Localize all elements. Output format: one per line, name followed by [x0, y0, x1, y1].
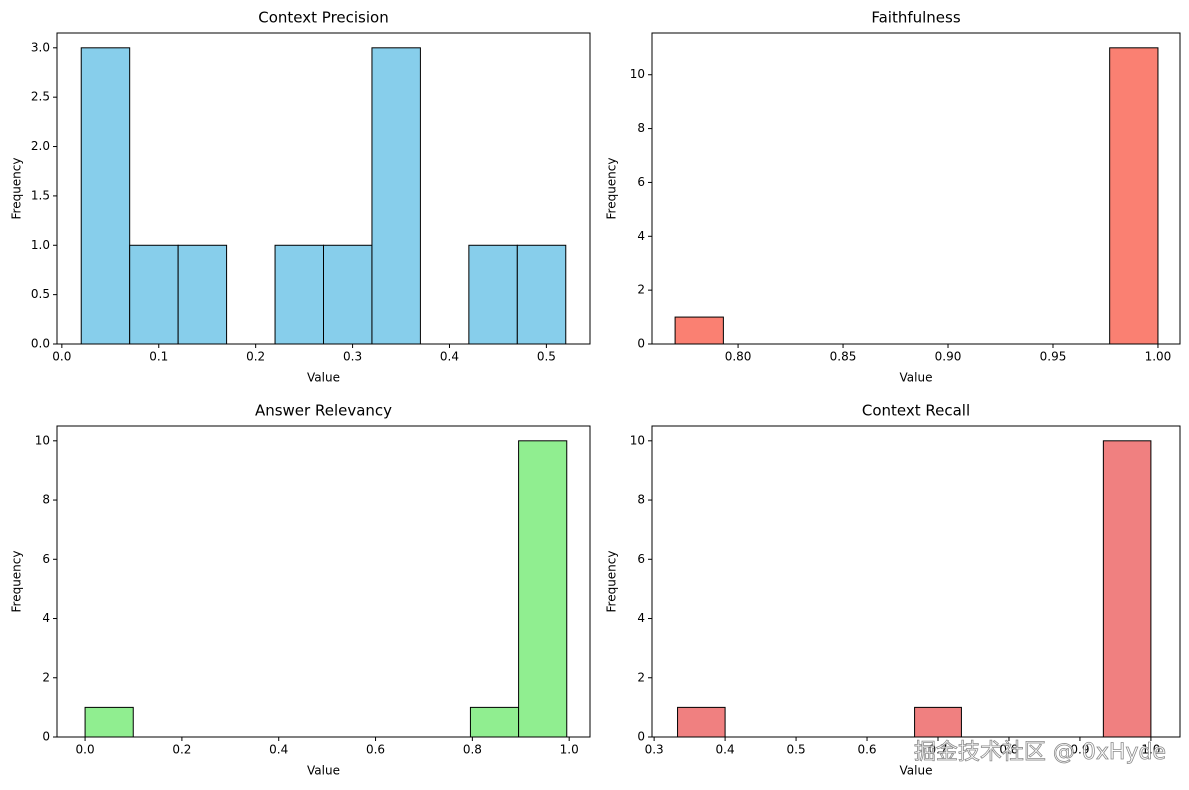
- bar: [468, 244, 518, 345]
- axes-frame: [651, 32, 1181, 345]
- y-tick-label: 8: [637, 493, 645, 507]
- bar: [1102, 440, 1152, 738]
- y-axis-label: Frequency: [10, 158, 24, 220]
- x-tick-label: 0.5: [537, 350, 556, 364]
- x-tick-label: 0.4: [440, 350, 459, 364]
- x-tick-label: 0.3: [645, 743, 664, 757]
- y-tick-label: 1.5: [31, 188, 50, 202]
- x-axis-label: Value: [900, 764, 933, 778]
- chart-title: Context Precision: [258, 9, 388, 27]
- x-tick-label: 0.9: [1070, 743, 1089, 757]
- y-tick-label: 10: [630, 67, 645, 81]
- x-tick-label: 0.4: [716, 743, 735, 757]
- x-tick-label: 0.1: [149, 350, 168, 364]
- y-tick-label: 2: [42, 670, 50, 684]
- x-tick-label: 0.0: [52, 350, 71, 364]
- x-tick-label: 0.6: [857, 743, 876, 757]
- axes-frame: [651, 425, 1181, 738]
- x-tick-label: 1.00: [1145, 350, 1172, 364]
- y-tick-label: 2.5: [31, 90, 50, 104]
- x-tick-label: 0.8: [999, 743, 1018, 757]
- x-tick-label: 0.0: [76, 743, 95, 757]
- bar: [469, 706, 520, 738]
- chart-title: Context Recall: [862, 402, 970, 420]
- x-tick-label: 0.6: [366, 743, 385, 757]
- x-tick-label: 0.3: [343, 350, 362, 364]
- y-tick-label: 2: [637, 283, 645, 297]
- x-tick-label: 0.2: [246, 350, 265, 364]
- x-tick-label: 0.90: [935, 350, 962, 364]
- axes-frame: [56, 425, 591, 738]
- y-tick-label: 2.0: [31, 139, 50, 153]
- bar: [677, 706, 726, 738]
- bar: [674, 316, 724, 345]
- y-tick-label: 6: [42, 552, 50, 566]
- x-tick-label: 0.95: [1040, 350, 1067, 364]
- y-axis-label: Frequency: [605, 551, 619, 613]
- bar: [516, 244, 567, 345]
- y-tick-label: 4: [637, 611, 645, 625]
- watermark: 掘金技术社区 @ 0xHyde: [914, 740, 1166, 765]
- bar: [1109, 47, 1159, 345]
- x-axis-label: Value: [900, 371, 933, 385]
- y-tick-label: 10: [35, 433, 50, 447]
- y-tick-label: 0: [637, 730, 645, 744]
- x-tick-label: 0.80: [725, 350, 752, 364]
- y-tick-label: 4: [637, 229, 645, 243]
- y-tick-label: 0.0: [31, 337, 50, 351]
- y-tick-label: 6: [637, 552, 645, 566]
- y-tick-label: 8: [637, 121, 645, 135]
- bar: [914, 706, 962, 738]
- x-axis-label: Value: [307, 764, 340, 778]
- x-tick-label: 1.0: [560, 743, 579, 757]
- y-axis-label: Frequency: [605, 158, 619, 220]
- x-tick-label: 0.5: [787, 743, 806, 757]
- x-tick-label: 0.7: [928, 743, 947, 757]
- bar: [80, 47, 131, 345]
- y-tick-label: 2: [637, 670, 645, 684]
- bar: [274, 244, 324, 345]
- y-axis-label: Frequency: [10, 551, 24, 613]
- bar: [518, 440, 568, 738]
- y-tick-label: 0: [42, 730, 50, 744]
- x-axis-label: Value: [307, 371, 340, 385]
- y-tick-label: 10: [630, 433, 645, 447]
- y-tick-label: 1.0: [31, 238, 50, 252]
- y-tick-label: 0.5: [31, 287, 50, 301]
- bar: [84, 706, 134, 738]
- x-tick-label: 0.85: [830, 350, 857, 364]
- bar: [177, 244, 228, 345]
- x-tick-label: 0.4: [269, 743, 288, 757]
- chart-title: Answer Relevancy: [255, 402, 392, 420]
- bar: [323, 244, 373, 345]
- chart-title: Faithfulness: [871, 9, 961, 27]
- axes-frame: [56, 32, 591, 345]
- bar: [129, 244, 179, 345]
- y-tick-label: 8: [42, 493, 50, 507]
- bar: [371, 47, 421, 345]
- y-tick-label: 6: [637, 175, 645, 189]
- x-tick-label: 0.8: [463, 743, 482, 757]
- x-tick-label: 0.2: [172, 743, 191, 757]
- x-tick-label: 1.0: [1141, 743, 1160, 757]
- y-tick-label: 3.0: [31, 40, 50, 54]
- y-tick-label: 4: [42, 611, 50, 625]
- y-tick-label: 0: [637, 337, 645, 351]
